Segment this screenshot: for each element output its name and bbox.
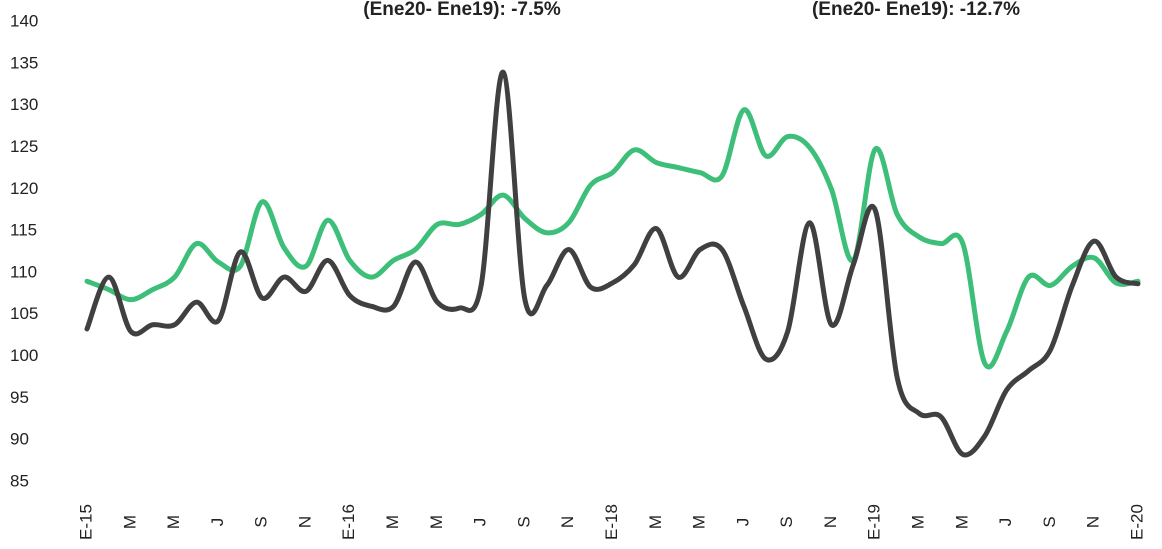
x-tick-label: S bbox=[252, 516, 271, 527]
x-tick-label: S bbox=[514, 516, 533, 527]
x-tick-label: M bbox=[952, 515, 971, 529]
x-tick-label: M bbox=[164, 515, 183, 529]
y-tick-label: 90 bbox=[10, 430, 29, 449]
y-tick-label: 110 bbox=[10, 262, 37, 281]
y-tick-label: 115 bbox=[10, 221, 37, 240]
y-tick-label: 140 bbox=[10, 11, 38, 30]
x-tick-label: N bbox=[1084, 516, 1103, 528]
x-tick-label: S bbox=[777, 516, 796, 527]
series-line bbox=[84, 107, 1141, 370]
x-tick-label: M bbox=[690, 515, 709, 529]
x-tick-label: J bbox=[996, 518, 1015, 527]
x-tick-label: E-15 bbox=[76, 504, 95, 540]
x-tick-label: M bbox=[120, 515, 139, 529]
x-tick-label: E-19 bbox=[865, 504, 884, 540]
x-tick-label: N bbox=[558, 516, 577, 528]
x-tick-label: J bbox=[208, 518, 227, 527]
x-tick-label: E-18 bbox=[602, 504, 621, 540]
y-tick-label: 95 bbox=[10, 388, 29, 407]
x-tick-label: M bbox=[427, 515, 446, 529]
x-tick-label: M bbox=[646, 515, 665, 529]
y-tick-label: 100 bbox=[10, 346, 38, 365]
x-tick-label: E-16 bbox=[339, 504, 358, 540]
y-tick-label: 85 bbox=[10, 471, 29, 490]
series-line bbox=[84, 69, 1141, 458]
y-tick-label: 135 bbox=[10, 53, 38, 72]
y-tick-label: 125 bbox=[10, 137, 38, 156]
x-tick-label: M bbox=[383, 515, 402, 529]
annotation: (Ene20- Ene19): -7.5% bbox=[363, 0, 561, 20]
y-tick-label: 120 bbox=[10, 179, 38, 198]
x-tick-label: J bbox=[733, 518, 752, 527]
x-tick-label: M bbox=[909, 515, 928, 529]
x-tick-label: E-20 bbox=[1127, 504, 1146, 540]
x-tick-label: N bbox=[295, 516, 314, 528]
x-tick-label: N bbox=[821, 516, 840, 528]
x-tick-label: J bbox=[471, 518, 490, 527]
annotation: (Ene20- Ene19): -12.7% bbox=[812, 0, 1020, 20]
x-tick-label: S bbox=[1040, 516, 1059, 527]
y-tick-label: 130 bbox=[10, 95, 38, 114]
y-tick-label: 105 bbox=[10, 304, 38, 323]
